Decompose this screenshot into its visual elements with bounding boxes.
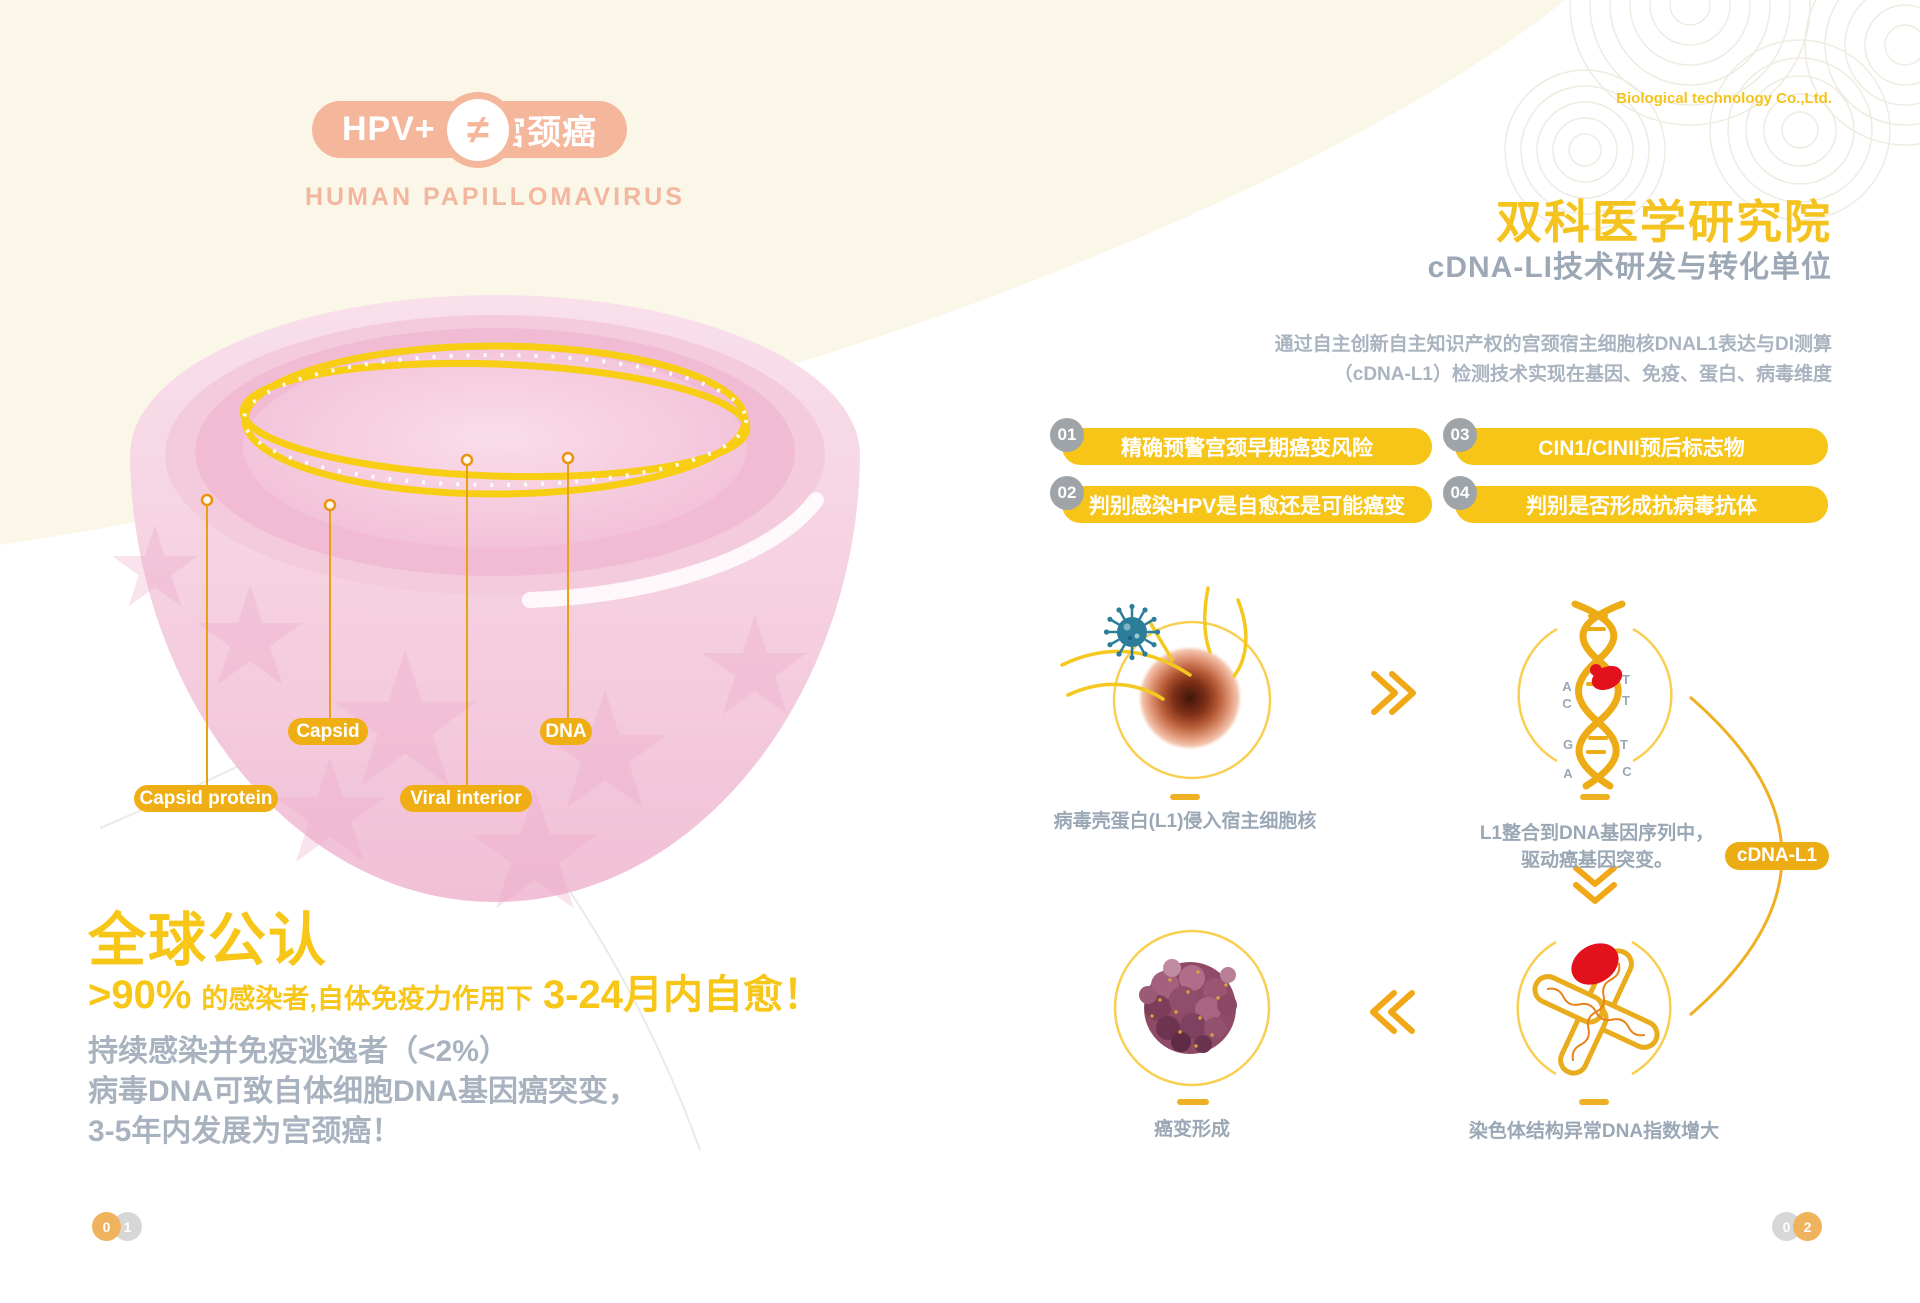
step3-label: 染色体结构异常DNA指数增大 (1468, 1121, 1720, 1142)
institute-title: 双科医学研究院 (1496, 196, 1832, 248)
benefit-number-2: 02 (1050, 476, 1084, 510)
callout-lines (200, 451, 575, 787)
risk-line: 持续感染并免疫逃逸者（<2%） (88, 1035, 509, 1068)
benefit-label-3: CIN1/CINII预后标志物 (1538, 436, 1745, 460)
hpv-badge-left-text: HPV+ (342, 110, 436, 148)
global-consensus-headline: 全球公认 (88, 908, 329, 973)
not-equal-icon: ≠ (440, 92, 516, 168)
benefit-banner-3: 03 CIN1/CINII预后标志物 (1443, 418, 1828, 465)
benefit-number-4: 04 (1443, 476, 1477, 510)
benefit-label-2: 判别感染HPV是自愈还是可能癌变 (1088, 494, 1406, 518)
risk-line: 病毒DNA可致自体细胞DNA基因癌突变， (88, 1075, 638, 1108)
cdna-l1-badge: cDNA-L1 (1725, 842, 1829, 870)
intro-line: 通过自主创新自主知识产权的宫颈宿主细胞核DNAL1表达与DI测算 (1274, 334, 1832, 355)
ripple-decoration-icon (1504, 0, 1920, 231)
benefit-number-1: 01 (1050, 418, 1084, 452)
capsid-floor (243, 348, 747, 548)
stat-line: >90% 的感染者,自体免疫力作用下 3-24月内自愈！ (88, 962, 823, 1020)
risk-line: 3-5年内发展为宫颈癌！ (88, 1115, 402, 1148)
stat-percentage: >90% (88, 973, 192, 1017)
step2-label-line1: L1整合到DNA基因序列中， (1479, 823, 1715, 844)
label-capsid-protein: Capsid protein (134, 785, 278, 812)
stat-middle-text: 的感染者,自体免疫力作用下 (201, 984, 533, 1014)
risk-paragraph: 持续感染并免疫逃逸者（<2%） 病毒DNA可致自体细胞DNA基因癌突变， 3-5… (88, 1032, 638, 1152)
benefit-label-4: 判别是否形成抗病毒抗体 (1526, 494, 1757, 518)
step4-label: 癌变形成 (1153, 1119, 1230, 1140)
not-equal-glyph: ≠ (447, 99, 509, 161)
step1-label: 病毒壳蛋白(L1)侵入宿主细胞核 (1053, 811, 1317, 832)
institute-subtitle: cDNA-LI技术研发与转化单位 (1427, 251, 1832, 284)
capsid-illustration (100, 295, 860, 1151)
intro-line: （cDNA-L1）检测技术实现在基因、免疫、蛋白、病毒维度 (1333, 364, 1832, 385)
page-number-right-second: 2 (1793, 1212, 1822, 1241)
hpv-badge-subtitle: HUMAN PAPILLOMAVIRUS (305, 183, 685, 211)
stat-duration: 3-24月内自愈！ (542, 973, 823, 1017)
benefit-banner-2: 02 判别感染HPV是自愈还是可能癌变 (1050, 476, 1432, 523)
benefit-label-1: 精确预警宫颈早期癌变风险 (1121, 436, 1373, 460)
page-number-left-first: 0 (92, 1212, 121, 1241)
intro-paragraph: 通过自主创新自主知识产权的宫颈宿主细胞核DNAL1表达与DI测算 （cDNA-L… (1275, 330, 1832, 390)
benefit-banner-1: 01 精确预警宫颈早期癌变风险 (1050, 418, 1432, 465)
label-capsid: Capsid (288, 718, 368, 745)
company-name: Biological technology Co.,Ltd. (1616, 90, 1832, 107)
capsomer-stars (112, 525, 808, 909)
dna-ring (239, 342, 751, 498)
benefit-number-3: 03 (1443, 418, 1477, 452)
label-dna: DNA (540, 718, 592, 745)
benefit-banner-4: 04 判别是否形成抗病毒抗体 (1443, 476, 1828, 523)
step2-label-line2: 驱动癌基因突变。 (1520, 850, 1673, 871)
label-viral-interior: Viral interior (400, 785, 532, 812)
white-band (522, 492, 824, 608)
